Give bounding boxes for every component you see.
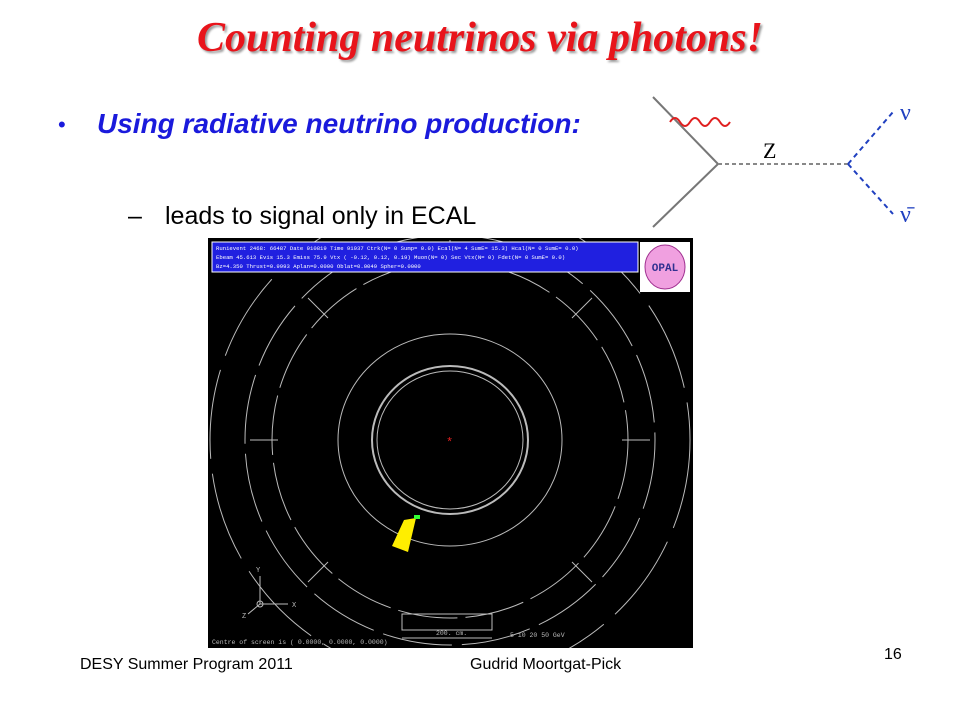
axis-label: Z [242,613,246,621]
segment-edge [307,297,329,319]
info-box [211,241,639,273]
inner-detector [371,365,529,515]
fermion-line [652,96,719,165]
scale-box [401,613,493,631]
axes-icon [247,576,288,615]
slide-title: Counting neutrinos via photons! [196,15,764,61]
bullet-marker: • [58,112,66,137]
segment-edge [571,297,593,319]
logo [644,244,686,290]
axis-label: Y [256,567,261,575]
nubar-line [847,163,894,215]
subitem-marker: – [128,202,142,230]
axis-label: X [292,602,297,610]
bullet-text: Using radiative neutrino production: [97,108,581,139]
nubar-label: ν̄ [900,202,915,228]
nu-label: ν [900,100,911,126]
photon-line [669,117,731,127]
inner-detector [376,370,524,510]
footer-left: DESY Summer Program 2011 [80,656,293,673]
feynman-diagram: Z ν ν̄ [652,96,915,228]
energy-scale: 5 10 20 50 GeV [510,632,565,639]
vertex-marker: * [446,436,453,450]
event-display: * Runievent 2468: 66487 Date 910819 Time… [208,238,693,648]
axis-origin [256,600,264,608]
page-number: 16 [884,646,902,663]
logo-text: OPAL [652,263,679,275]
display-background [208,238,693,648]
ecal-ring [244,238,656,646]
segment-edge [571,561,593,583]
fermion-line [652,163,719,228]
hcal-ring [209,238,691,648]
ecal-cluster [392,518,416,552]
centre-text: Centre of screen is ( 0.0000, 0.0000, 0.… [212,639,388,646]
ecal-hit [414,515,420,519]
footer-center: Gudrid Moortgat-Pick [470,656,622,673]
segment-edge [307,561,329,583]
info-line: Ebeam 45.613 Evis 15.3 Emiss 75.9 Vtx ( … [216,254,565,261]
subitem-text: leads to signal only in ECAL [165,202,477,230]
z-label: Z [763,138,776,163]
coil [337,333,563,547]
axis-line [247,603,261,615]
info-line: Bz=4.350 Thrust=0.9993 Aplan=0.0000 Obla… [216,263,421,270]
nu-line [847,111,894,165]
info-line: Runievent 2468: 66487 Date 910819 Time 9… [216,245,579,252]
scale-text: 200. cm. [436,630,467,637]
